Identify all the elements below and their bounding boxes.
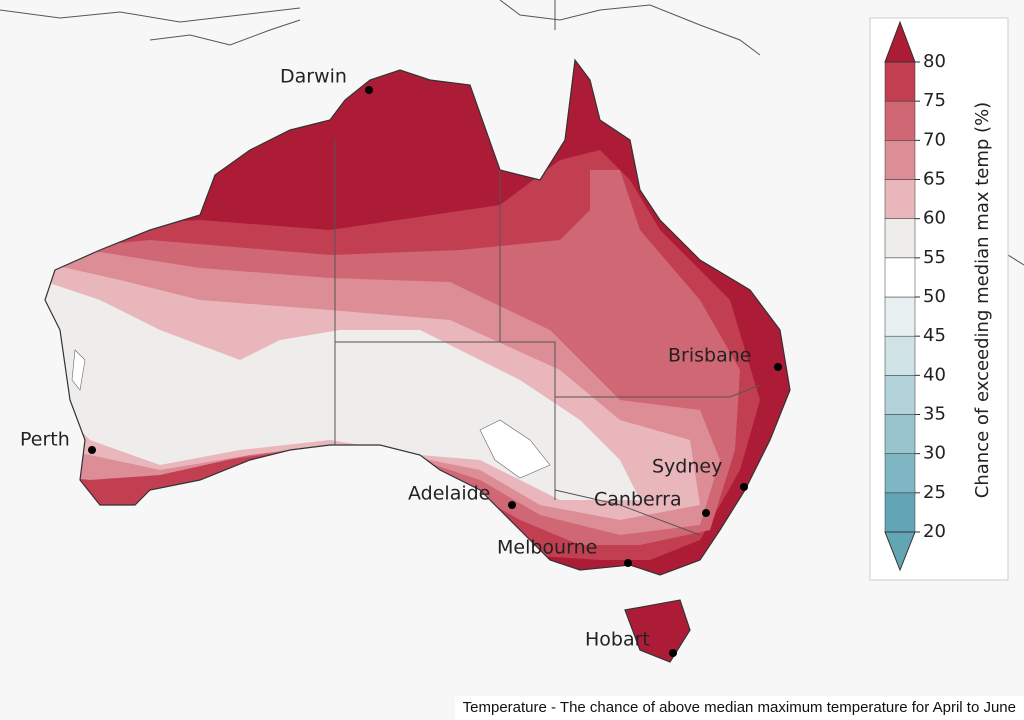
city-label: Adelaide — [408, 483, 490, 505]
colorbar: Chance of exceeding median max temp (%) … — [869, 17, 1009, 581]
colorbar-tick-label: 50 — [923, 286, 946, 307]
caption: Temperature - The chance of above median… — [454, 696, 1024, 720]
colorbar-tick-label: 60 — [923, 208, 946, 229]
colorbar-band — [884, 492, 916, 533]
colorbar-tick-label: 35 — [923, 404, 946, 425]
colorbar-tick-label: 25 — [923, 482, 946, 503]
city-dots — [88, 86, 782, 657]
colorbar-extend-bottom — [884, 531, 916, 572]
city-label: Perth — [20, 429, 70, 451]
colorbar-band — [884, 453, 916, 494]
colorbar-band — [884, 375, 916, 415]
city-label: Darwin — [280, 66, 347, 88]
city-label: Brisbane — [668, 345, 751, 367]
colorbar-tick-label: 75 — [923, 90, 946, 111]
colorbar-band — [884, 179, 916, 219]
neighbour-coastlines — [0, 0, 1024, 266]
colorbar-band — [884, 140, 916, 180]
colorbar-tick-label: 70 — [923, 129, 946, 150]
colorbar-title: Chance of exceeding median max temp (%) — [972, 102, 993, 498]
colorbar-tick-label: 20 — [923, 521, 946, 542]
colorbar-band — [884, 257, 916, 298]
city-label: Canberra — [594, 489, 682, 511]
coastline — [44, 58, 791, 663]
colorbar-tick-label: 45 — [923, 325, 946, 346]
colorbar-tick-label: 55 — [923, 247, 946, 268]
colorbar-band — [884, 296, 916, 337]
colorbar-tick-label: 40 — [923, 364, 946, 385]
colorbar-tick-label: 30 — [923, 443, 946, 464]
state-borders — [334, 138, 761, 536]
city-label: Hobart — [585, 629, 650, 651]
colorbar-band — [884, 335, 916, 376]
colorbar-tick-label: 80 — [923, 51, 946, 72]
city-label: Melbourne — [497, 537, 597, 559]
colorbar-band — [884, 100, 916, 141]
colorbar-band — [884, 414, 916, 454]
colorbar-extend-top — [884, 20, 916, 63]
colorbar-tick-label: 65 — [923, 169, 946, 190]
city-label: Sydney — [652, 456, 722, 478]
colorbar-band — [884, 61, 916, 102]
colorbar-band — [884, 218, 916, 259]
